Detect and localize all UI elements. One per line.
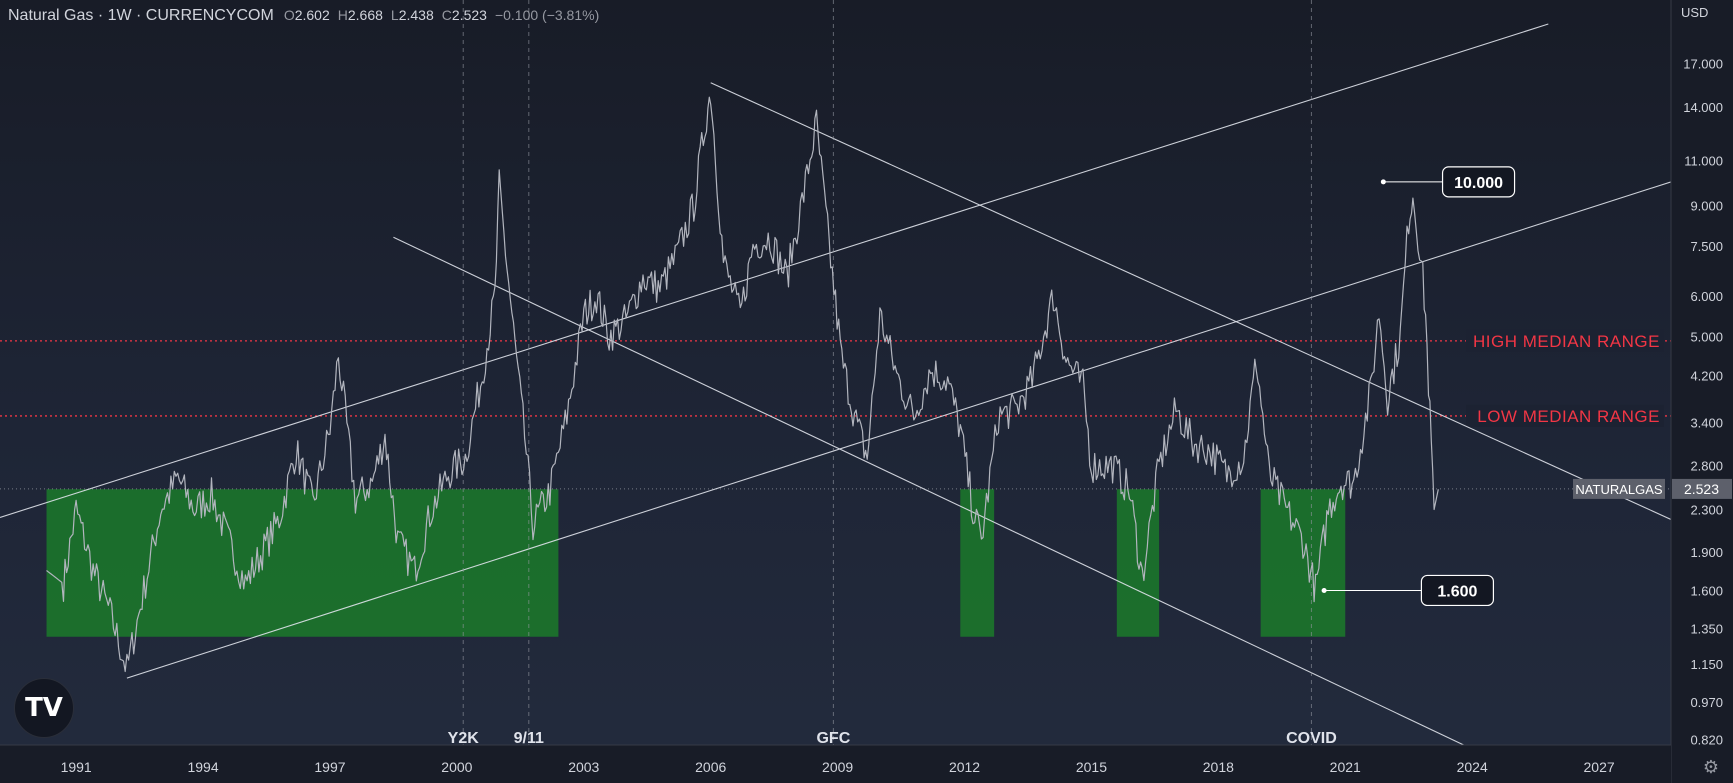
median-label-bg-1: [1466, 404, 1664, 427]
trendline-0: [0, 23, 1549, 518]
price-tick-11: 1.900: [1690, 545, 1723, 560]
event-label-0: Y2K: [448, 730, 480, 747]
median-lines: HIGH MEDIAN RANGE LOW MEDIAN RANGE: [0, 329, 1671, 490]
time-tick-3: 2000: [441, 759, 472, 775]
time-tick-11: 2024: [1457, 759, 1488, 775]
last-price-label: NATURALGAS 2.523: [1573, 478, 1732, 499]
median-label-1: LOW MEDIAN RANGE: [1477, 407, 1660, 426]
time-tick-6: 2009: [822, 759, 853, 775]
time-axis[interactable]: 1991 1994 1997 2000 2003 2006 2009 2012 2015 2018…: [0, 744, 1671, 783]
price-tick-4: 7.500: [1690, 239, 1723, 254]
open-value: O2.602: [283, 7, 330, 23]
symbol-tag-bg: [1573, 478, 1665, 499]
time-tick-2: 1997: [314, 759, 345, 775]
price-tick-7: 4.200: [1690, 368, 1723, 383]
price-tick-1: 14.000: [1683, 100, 1723, 115]
price-tick-3: 9.000: [1690, 198, 1723, 213]
trendline-3: [393, 236, 1464, 745]
low-value: L2.438: [390, 7, 434, 23]
symbol-title[interactable]: Natural Gas · 1W · CURRENCYCOM: [8, 7, 274, 24]
callout-label-1: 1.600: [1437, 583, 1477, 600]
event-label-3: COVID: [1286, 730, 1337, 747]
price-axis[interactable]: 17.000 14.000 11.000 9.000 7.500 6.000 5.000 4.…: [1670, 0, 1733, 783]
price-axis-bg: [1671, 0, 1733, 783]
symbol-tag: NATURALGAS: [1575, 482, 1662, 497]
callout-label-0: 10.000: [1454, 175, 1503, 192]
currency-button[interactable]: USD: [1681, 5, 1709, 20]
trendline-1: [126, 181, 1671, 679]
tradingview-logo-icon[interactable]: TV: [14, 678, 74, 738]
ohlc-values: O2.602 H2.668 L2.438 C2.523 −0.100 (−3.8…: [284, 7, 599, 23]
change-value: −0.100 (−3.81%): [494, 7, 600, 23]
event-label-2: GFC: [816, 730, 850, 747]
price-tick-10: 2.300: [1690, 503, 1723, 518]
time-tick-8: 2015: [1076, 759, 1107, 775]
time-axis-bg: [0, 745, 1671, 783]
trendline-2: [710, 82, 1671, 520]
price-tick-15: 0.970: [1690, 695, 1723, 710]
callout-box-1: [1420, 574, 1495, 607]
price-callouts: 10.000 1.600: [1321, 166, 1516, 607]
price-tick-6: 5.000: [1690, 329, 1723, 344]
price-tick-2: 11.000: [1684, 154, 1723, 169]
last-price-bg: [1672, 478, 1732, 499]
price-tick-9: 2.800: [1690, 459, 1723, 474]
price-line: [46, 96, 1439, 673]
event-markers: Y2K 9/11 GFC COVID: [448, 0, 1337, 747]
price-tick-8: 3.400: [1690, 415, 1723, 430]
price-tick-14: 1.150: [1690, 657, 1723, 672]
time-tick-4: 2003: [568, 759, 599, 775]
time-tick-9: 2018: [1203, 759, 1234, 775]
time-tick-1: 1994: [187, 759, 218, 775]
high-value: H2.668: [337, 7, 383, 23]
price-tick-5: 6.000: [1690, 289, 1723, 304]
last-price-value: 2.523: [1684, 481, 1719, 497]
price-tick-12: 1.600: [1690, 583, 1723, 598]
time-tick-7: 2012: [949, 759, 980, 775]
time-tick-0: 1991: [61, 759, 92, 775]
chart-header: Natural Gas · 1W · CURRENCYCOM O2.602 H2…: [8, 7, 599, 25]
price-tick-16: 0.820: [1690, 732, 1723, 747]
event-label-1: 9/11: [514, 730, 544, 747]
median-label-0: HIGH MEDIAN RANGE: [1473, 332, 1660, 351]
trendlines: [0, 23, 1671, 745]
time-tick-12: 2027: [1584, 759, 1615, 775]
callout-box-0: [1441, 166, 1516, 198]
price-tick-13: 1.350: [1690, 621, 1723, 636]
time-tick-10: 2021: [1330, 759, 1361, 775]
settings-gear-icon[interactable]: ⚙: [1702, 757, 1720, 777]
price-series: [46, 96, 1439, 673]
median-label-bg-0: [1466, 329, 1664, 352]
time-tick-5: 2006: [695, 759, 726, 775]
price-tick-0: 17.000: [1683, 57, 1723, 72]
buy-zones: [46, 489, 1346, 637]
close-value: C2.523: [441, 7, 487, 23]
buy-zone-0: [46, 489, 559, 637]
